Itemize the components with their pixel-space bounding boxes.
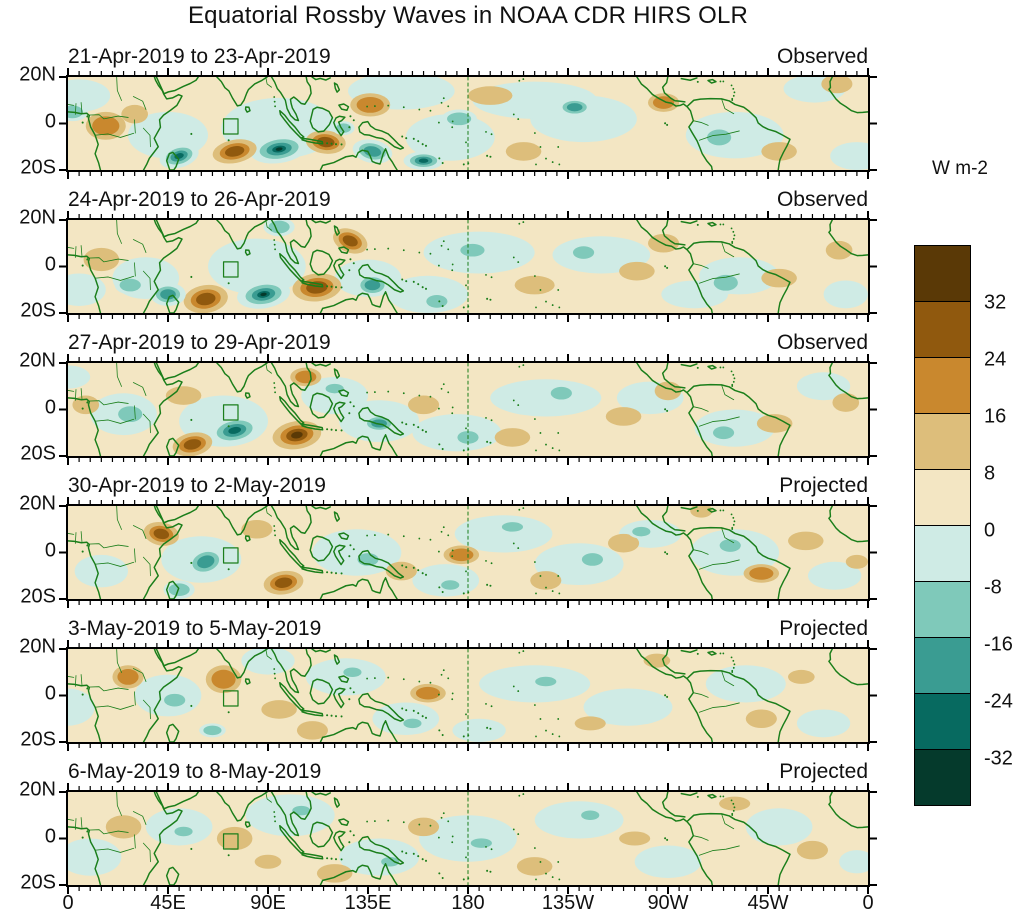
colorbar-segment xyxy=(914,749,971,806)
panel-4: 30-Apr-2019 to 2-May-2019 Projected 20N … xyxy=(0,472,880,615)
colorbar-segment xyxy=(914,469,971,526)
panel-6: 6-May-2019 to 8-May-2019 Projected 20N 0… xyxy=(0,758,880,901)
colorbar-tick-label: 16 xyxy=(984,405,1007,428)
map-frame xyxy=(59,68,877,179)
map-frame xyxy=(59,640,877,751)
panel-3-status-badge: Observed xyxy=(776,331,868,354)
map-frame xyxy=(59,497,877,608)
panel-6-date-range: 6-May-2019 to 8-May-2019 xyxy=(68,760,322,783)
y-tick-label-0: 0 xyxy=(44,825,56,847)
x-tick-label: 135W xyxy=(541,892,595,914)
colorbar-tick-label: -24 xyxy=(984,690,1013,713)
y-tick-label-20s: 20S xyxy=(20,299,56,322)
axis-ticks xyxy=(59,354,877,465)
y-tick-label-20n: 20N xyxy=(19,349,56,372)
panel-1-status-badge: Observed xyxy=(776,45,868,68)
axis-ticks xyxy=(59,497,877,608)
x-tick-label: 90W xyxy=(647,892,689,914)
map-panel-1 xyxy=(68,77,868,170)
y-tick-label-20s: 20S xyxy=(20,442,56,465)
y-tick-label-20s: 20S xyxy=(20,585,56,608)
colorbar-tick-label: -16 xyxy=(984,633,1013,656)
map-frame xyxy=(59,783,877,894)
panel-5-date-range: 3-May-2019 to 5-May-2019 xyxy=(68,617,322,640)
panel-1-date-range: 21-Apr-2019 to 23-Apr-2019 xyxy=(68,45,331,68)
map-panel-6 xyxy=(68,792,868,885)
colorbar-units-label: W m-2 xyxy=(932,158,988,179)
x-tick-label: 180 xyxy=(451,892,485,914)
colorbar-tick-label: 0 xyxy=(984,519,996,542)
panel-1: 21-Apr-2019 to 23-Apr-2019 Observed 20N … xyxy=(0,43,880,186)
y-tick-label-20s: 20S xyxy=(20,871,56,894)
axis-ticks xyxy=(59,68,877,179)
map-frame xyxy=(59,211,877,322)
axis-ticks xyxy=(59,211,877,322)
map-panel-4 xyxy=(68,506,868,599)
x-tick-label: 135E xyxy=(344,892,392,914)
x-tick-label: 0 xyxy=(862,892,874,914)
colorbar-segment xyxy=(914,245,971,302)
panel-3-date-range: 27-Apr-2019 to 29-Apr-2019 xyxy=(68,331,331,354)
axis-ticks xyxy=(59,640,877,751)
y-tick-label-20n: 20N xyxy=(19,63,56,86)
colorbar-segment xyxy=(914,413,971,470)
y-tick-label-20n: 20N xyxy=(19,778,56,801)
x-tick-label: 45E xyxy=(150,892,186,914)
map-panel-5 xyxy=(68,649,868,742)
colorbar-tick-label: -32 xyxy=(984,747,1013,770)
colorbar-segment xyxy=(914,525,971,582)
y-tick-label-0: 0 xyxy=(44,253,56,275)
panel-2: 24-Apr-2019 to 26-Apr-2019 Observed 20N … xyxy=(0,186,880,329)
colorbar-tick-label: 24 xyxy=(984,348,1007,371)
panel-4-date-range: 30-Apr-2019 to 2-May-2019 xyxy=(68,474,326,497)
x-tick-label: 45W xyxy=(747,892,789,914)
panel-5-status-badge: Projected xyxy=(779,617,868,640)
y-tick-label-20n: 20N xyxy=(19,206,56,229)
colorbar-segment xyxy=(914,581,971,638)
panel-6-status-badge: Projected xyxy=(779,760,868,783)
panel-2-status-badge: Observed xyxy=(776,188,868,211)
colorbar-segment xyxy=(914,357,971,414)
y-tick-label-0: 0 xyxy=(44,396,56,418)
x-tick-label: 90E xyxy=(250,892,286,914)
y-tick-label-20n: 20N xyxy=(19,492,56,515)
x-tick-label: 0 xyxy=(62,892,74,914)
map-panel-2 xyxy=(68,220,868,313)
panel-3: 27-Apr-2019 to 29-Apr-2019 Observed 20N … xyxy=(0,329,880,472)
colorbar-segment xyxy=(914,693,971,750)
panel-5: 3-May-2019 to 5-May-2019 Projected 20N 0… xyxy=(0,615,880,758)
panel-2-date-range: 24-Apr-2019 to 26-Apr-2019 xyxy=(68,188,331,211)
y-tick-label-20s: 20S xyxy=(20,156,56,179)
colorbar-tick-label: 32 xyxy=(984,291,1007,314)
x-axis-labels: 0 45E 90E 135E 180 135W 90W 45W 0 xyxy=(0,892,1021,920)
y-tick-label-0: 0 xyxy=(44,539,56,561)
axis-ticks xyxy=(59,783,877,894)
y-tick-label-20n: 20N xyxy=(19,635,56,658)
figure-title: Equatorial Rossby Waves in NOAA CDR HIRS… xyxy=(187,2,749,29)
colorbar-tick-label: -8 xyxy=(984,576,1002,599)
colorbar-segment xyxy=(914,637,971,694)
map-frame xyxy=(59,354,877,465)
colorbar xyxy=(914,245,971,806)
colorbar-segment xyxy=(914,301,971,358)
y-tick-label-0: 0 xyxy=(44,682,56,704)
map-panel-3 xyxy=(68,363,868,456)
y-tick-label-20s: 20S xyxy=(20,728,56,751)
y-tick-label-0: 0 xyxy=(44,110,56,132)
colorbar-tick-label: 8 xyxy=(984,462,996,485)
panel-4-status-badge: Projected xyxy=(779,474,868,497)
